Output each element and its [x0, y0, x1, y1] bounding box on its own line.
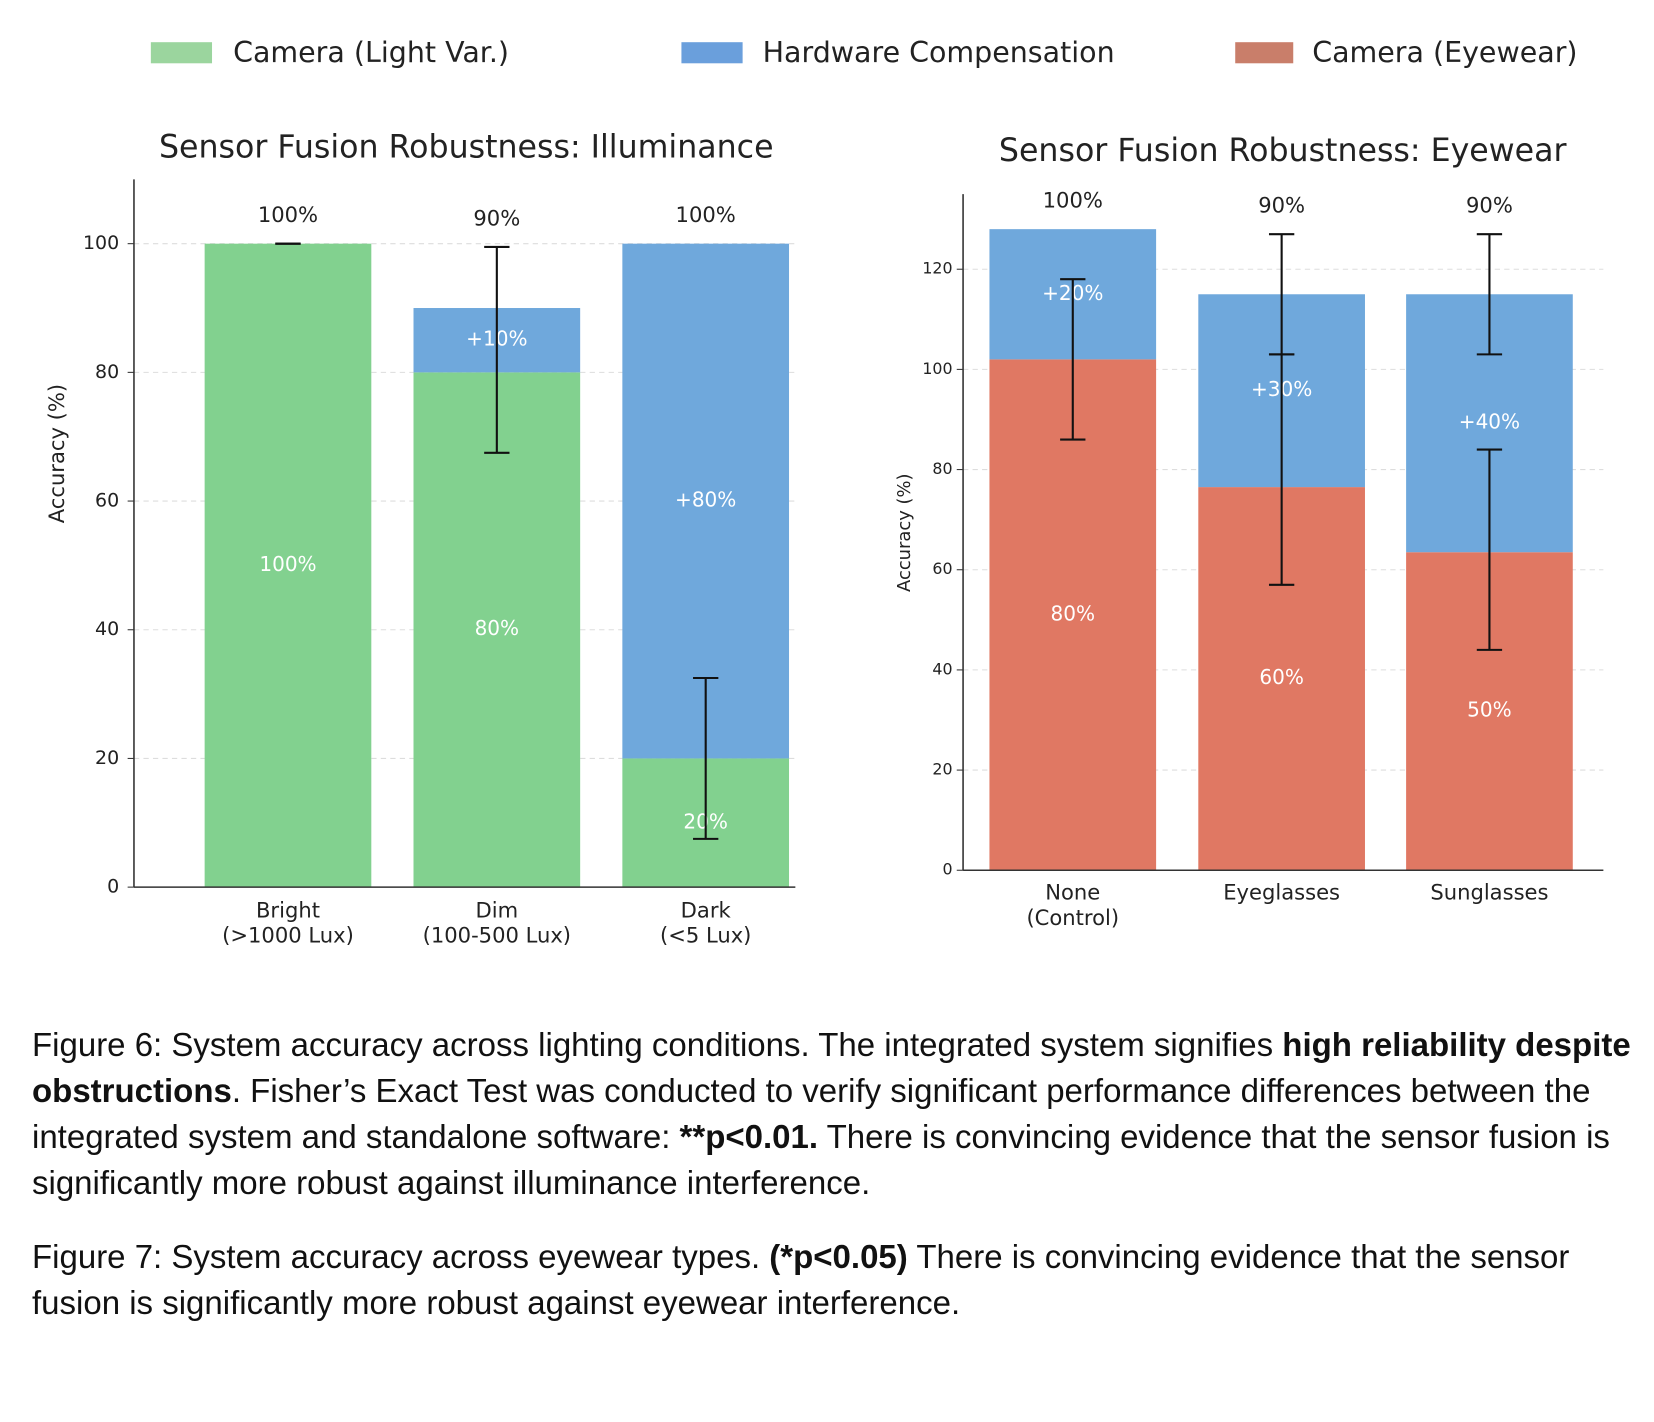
legend-swatch	[150, 42, 213, 64]
segment-label: 60%	[1259, 665, 1304, 689]
legend-swatch	[1235, 42, 1294, 64]
total-label: 100%	[258, 202, 318, 227]
error-bar	[1060, 278, 1086, 441]
error-bar	[484, 245, 510, 454]
x-tick-label: Sunglasses	[1430, 879, 1548, 904]
caption: Figure 6: System accuracy across lightin…	[32, 1022, 1642, 1206]
x-tick-label: Bright	[256, 897, 320, 922]
y-tick-label: 40	[95, 618, 119, 640]
y-tick-label: 80	[95, 361, 119, 383]
legend-label: Camera (Light Var.)	[233, 36, 509, 69]
y-tick-label: 20	[95, 747, 119, 769]
figure: Camera (Light Var.) Hardware Compensatio…	[44, 36, 1604, 948]
x-tick-label: None	[1045, 879, 1100, 904]
bar-segment	[622, 243, 790, 759]
segment-label: +80%	[675, 488, 736, 512]
y-tick-label: 100	[83, 232, 119, 254]
caption-text: Figure 6: System accuracy across lightin…	[32, 1026, 1283, 1063]
legend-label: Camera (Eyewear)	[1312, 36, 1577, 69]
segment-label: 80%	[1051, 601, 1096, 625]
total-label: 90%	[1466, 193, 1513, 218]
x-tick-label: Dim	[476, 897, 519, 922]
chart-title: Sensor Fusion Robustness: Eyewear	[999, 133, 1567, 169]
caption-text: **p<0.01.	[679, 1118, 819, 1155]
legend: Camera (Light Var.) Hardware Compensatio…	[150, 36, 1578, 69]
legend-label: Hardware Compensation	[763, 36, 1115, 69]
caption-text: Figure 7: System accuracy across eyewear…	[32, 1238, 770, 1275]
legend-swatch	[681, 42, 743, 64]
caption-text: There is convincing evidence that the se…	[32, 1118, 1610, 1201]
y-axis-label: Accuracy (%)	[44, 384, 69, 523]
y-tick-label: 40	[932, 659, 952, 678]
x-tick-label: Eyeglasses	[1223, 879, 1340, 904]
segment-label: 50%	[1467, 698, 1512, 722]
total-label: 100%	[676, 202, 736, 227]
error-bar	[1476, 448, 1503, 651]
caption-text: . Fisher’s Exact Test was conducted to v…	[32, 1072, 1591, 1155]
x-tick-label: (<5 Lux)	[660, 923, 751, 948]
chart-title: Sensor Fusion Robustness: Illuminance	[159, 130, 774, 166]
y-tick-label: 60	[932, 559, 952, 578]
caption-text: high reliability despite obstructions	[32, 1026, 1631, 1109]
total-label: 100%	[1043, 188, 1103, 213]
error-bar	[693, 676, 719, 840]
segment-label: 80%	[475, 616, 520, 640]
y-tick-label: 0	[107, 876, 119, 898]
caption-text: There is convincing evidence that the se…	[32, 1238, 1570, 1321]
y-tick-label: 20	[932, 760, 952, 779]
bar-segment	[413, 372, 581, 888]
bar-segment	[204, 243, 372, 888]
y-tick-label: 0	[942, 860, 952, 879]
y-tick-label: 120	[922, 259, 952, 278]
x-tick-label: Dark	[681, 897, 732, 922]
y-tick-label: 60	[95, 490, 119, 512]
y-axis-label: Accuracy (%)	[894, 473, 915, 592]
total-label: 90%	[473, 205, 520, 230]
error-bar	[1476, 233, 1503, 356]
x-tick-label: (Control)	[1026, 905, 1119, 930]
error-bar	[1268, 353, 1295, 586]
x-tick-label: (>1000 Lux)	[222, 923, 354, 948]
total-label: 90%	[1258, 193, 1305, 218]
bar-segment	[989, 359, 1157, 871]
y-tick-label: 100	[922, 359, 952, 378]
caption: Figure 7: System accuracy across eyewear…	[32, 1234, 1642, 1326]
segment-label: +40%	[1459, 410, 1520, 434]
y-tick-label: 80	[932, 459, 952, 478]
x-tick-label: (100-500 Lux)	[423, 923, 571, 948]
segment-label: 100%	[259, 552, 316, 576]
captions: Figure 6: System accuracy across lightin…	[32, 1022, 1642, 1354]
caption-text: (*p<0.05)	[769, 1238, 908, 1275]
